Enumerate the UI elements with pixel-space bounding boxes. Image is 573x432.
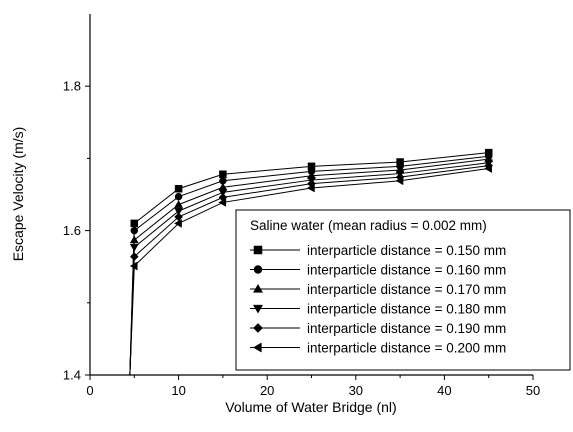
legend-label: interparticle distance = 0.160 mm [307,263,506,278]
data-point [129,235,139,244]
legend-marker [252,304,264,314]
x-tick-label: 30 [349,383,363,398]
legend-entry: interparticle distance = 0.200 mm [250,341,506,356]
data-point [484,164,492,173]
data-point [174,207,184,216]
data-point [129,252,139,261]
data-point [218,189,228,197]
y-tick-label: 1.6 [63,223,81,238]
legend-marker [253,323,263,333]
data-point [130,226,139,235]
data-point [219,170,227,179]
legend-entry: interparticle distance = 0.150 mm [250,243,506,258]
legend-label: interparticle distance = 0.200 mm [307,341,506,356]
x-axis-title: Volume of Water Bridge (nl) [225,399,396,415]
legend-marker [253,245,263,255]
legend-entry: interparticle distance = 0.160 mm [250,263,506,278]
legend-entries: interparticle distance = 0.150 mm interpa… [250,243,506,356]
data-point [395,176,404,186]
series-layer [129,148,494,376]
legend-label: interparticle distance = 0.170 mm [307,282,506,297]
data-point [306,183,315,193]
data-point [174,200,184,208]
legend-marker [253,265,263,274]
legend-entry: interparticle distance = 0.190 mm [250,321,506,336]
legend-marker [252,342,262,353]
x-tick-label: 0 [86,383,93,398]
data-point [130,219,139,228]
legend-label: interparticle distance = 0.190 mm [307,321,506,336]
y-axis-title: Escape Velocity (m/s) [10,127,26,262]
legend-entry: interparticle distance = 0.170 mm [250,282,506,297]
y-tick-label: 1.8 [63,79,81,94]
data-point [174,184,183,193]
data-point [218,197,227,207]
x-tick-label: 40 [437,383,451,398]
data-point [174,192,183,201]
data-point [129,243,139,252]
legend-box [235,209,571,371]
y-ticks: 1.4 1.6 1.8 [63,79,90,383]
x-tick-label: 50 [526,383,540,398]
x-tick-label: 20 [260,383,274,398]
y-tick-label: 1.4 [63,368,81,383]
legend: Saline water (mean radius = 0.002 mm) in… [235,209,571,371]
series-1 [129,148,493,376]
legend-label: interparticle distance = 0.180 mm [307,302,506,317]
legend-label: interparticle distance = 0.150 mm [307,243,506,258]
legend-title: Saline water (mean radius = 0.002 mm) [250,218,487,233]
legend-marker [252,283,264,293]
data-point [129,261,138,271]
legend-entry: interparticle distance = 0.180 mm [250,302,506,317]
x-tick-label: 10 [171,383,185,398]
series-6 [129,164,492,376]
x-ticks: 0 10 20 30 40 50 [86,375,540,398]
data-point [174,218,182,228]
